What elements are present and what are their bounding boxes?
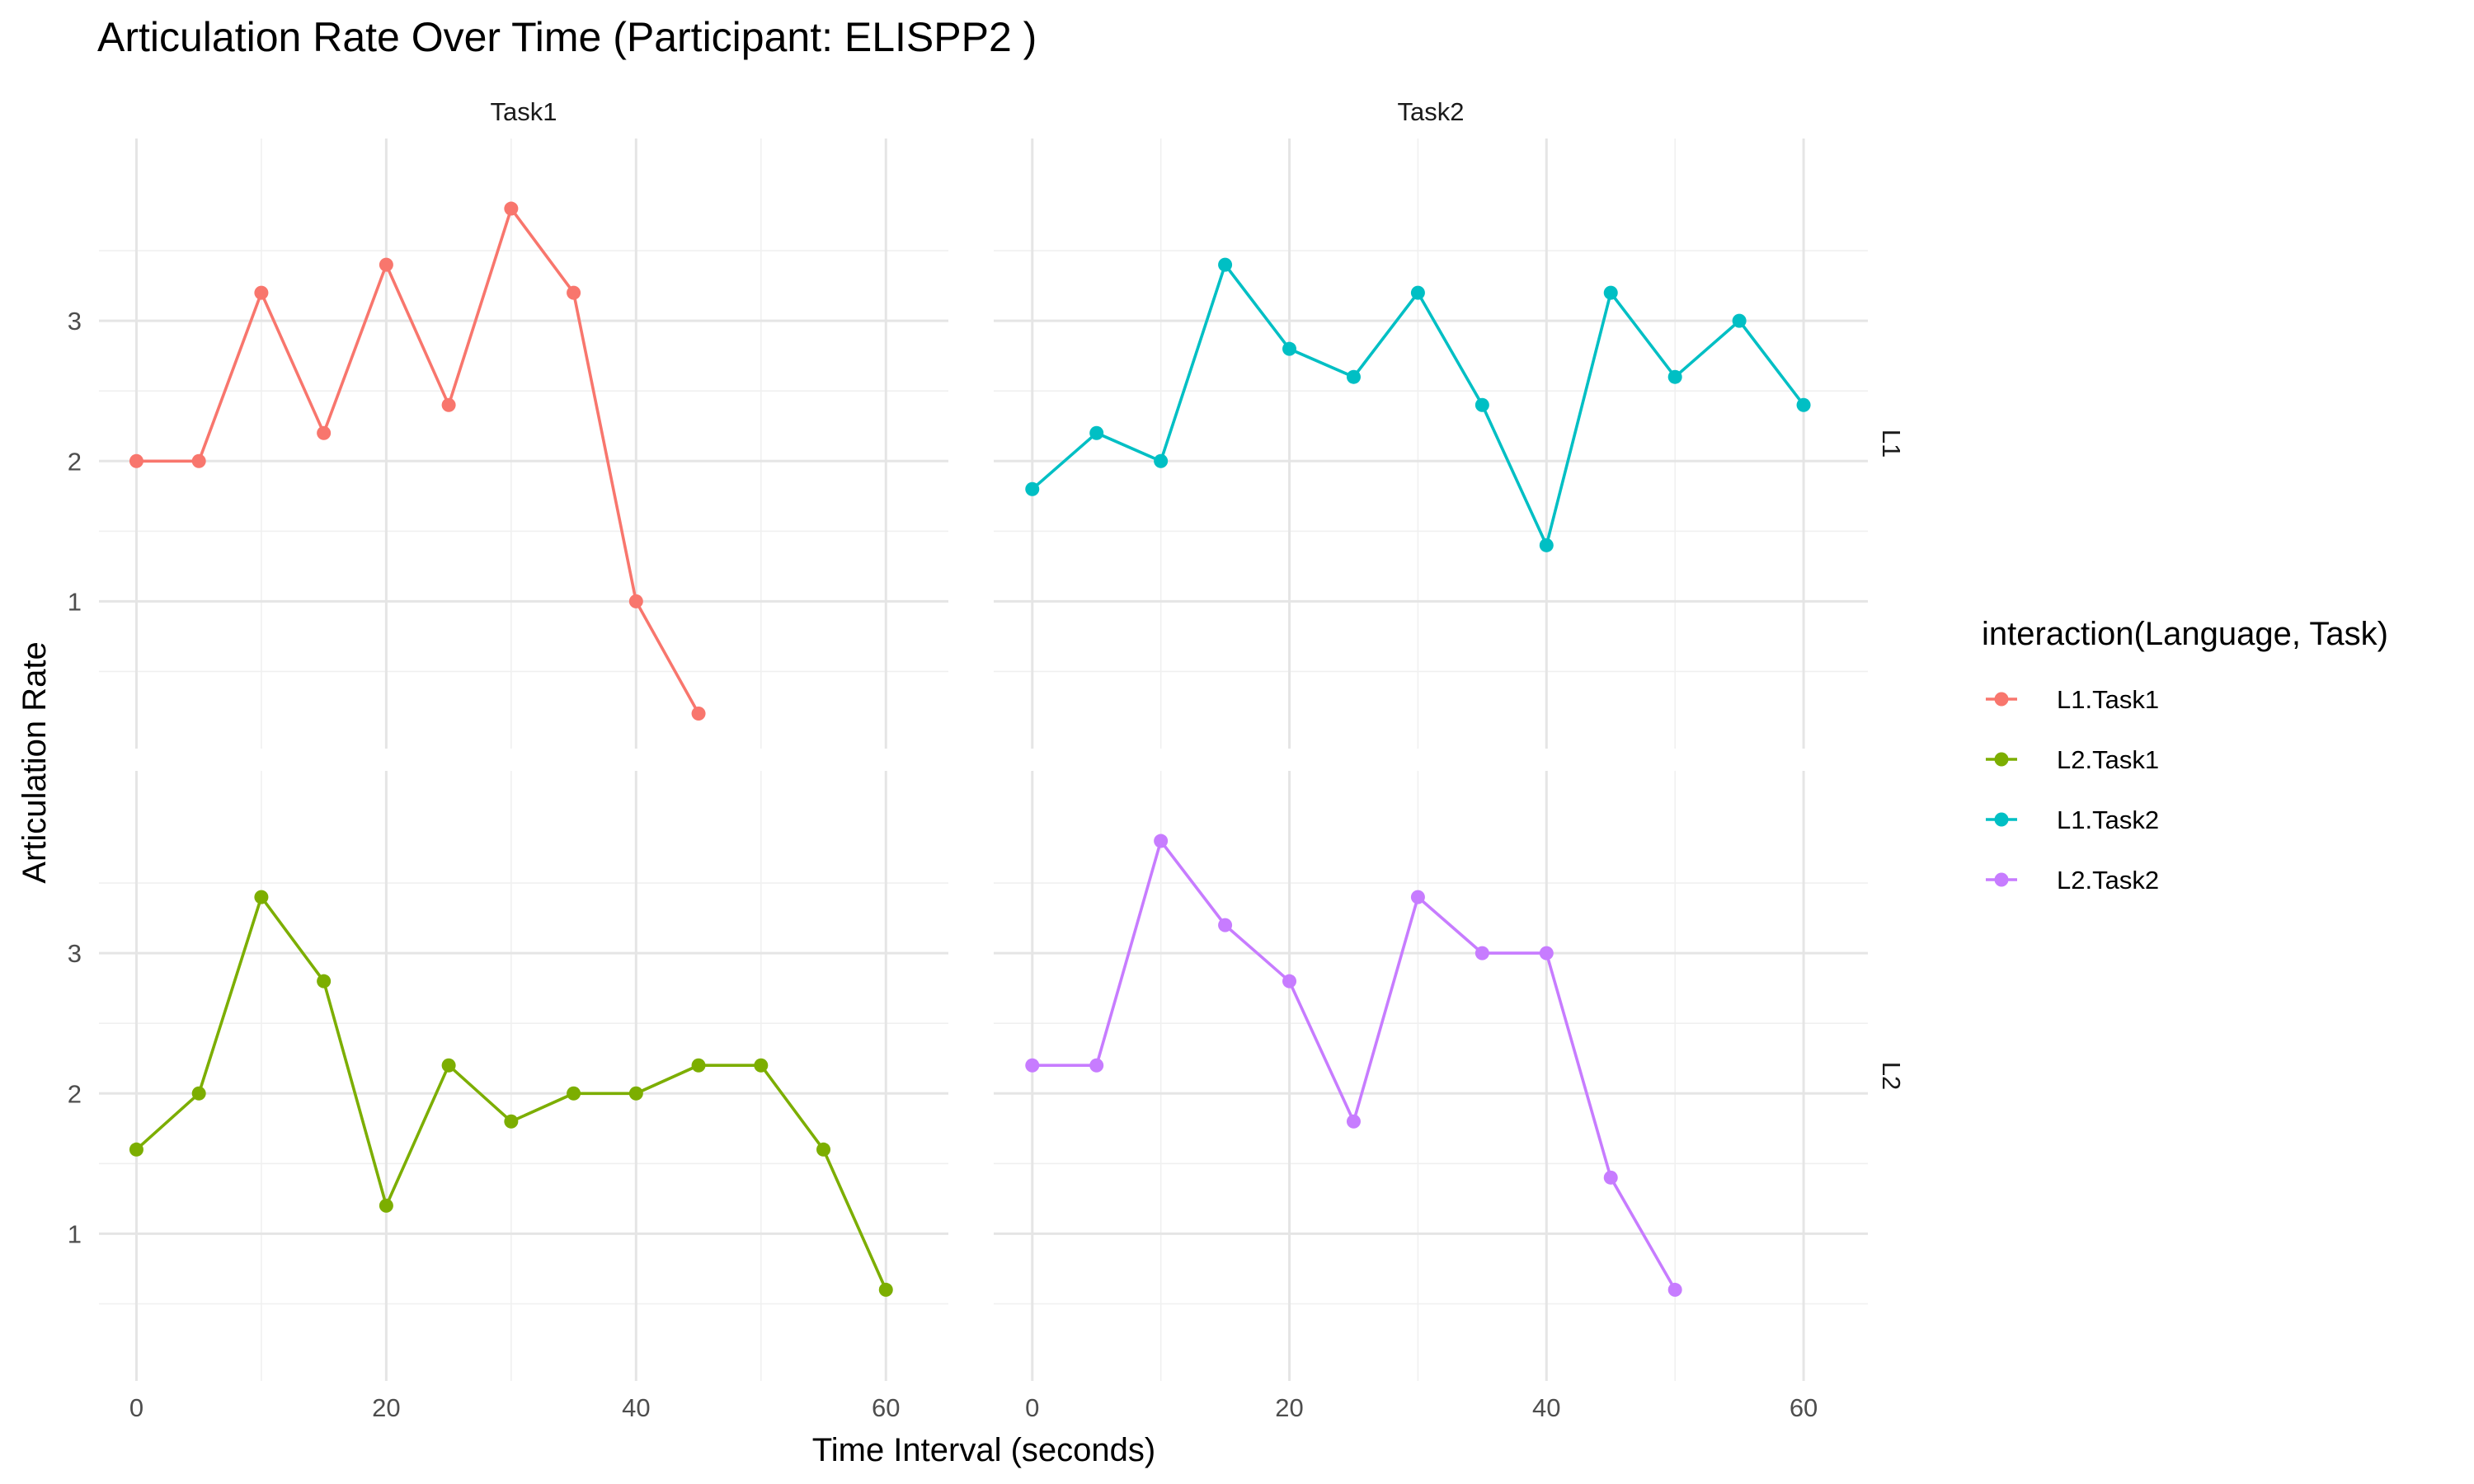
data-point (1346, 369, 1361, 384)
legend: interaction(Language, Task) L1.Task1 L2.T… (1982, 616, 2388, 895)
data-point (317, 974, 332, 989)
x-tick-label: 40 (622, 1393, 650, 1422)
data-point (1089, 425, 1104, 440)
legend-label: L1.Task1 (2057, 685, 2159, 714)
legend-label: L1.Task2 (2057, 805, 2159, 834)
data-point (878, 1282, 893, 1297)
legend-key-point (1994, 872, 2009, 887)
data-point (754, 1058, 769, 1073)
data-point (816, 1142, 831, 1157)
panel-L2-Task1 (99, 771, 948, 1381)
data-point (254, 890, 269, 904)
x-tick-label: 40 (1532, 1393, 1560, 1422)
x-tick-label: 0 (129, 1393, 143, 1422)
y-tick-label: 1 (68, 587, 82, 616)
data-point (191, 1086, 206, 1101)
panel-L1-Task1 (99, 139, 948, 749)
facet-strip-L2: L2 (1877, 1062, 1906, 1090)
data-point (379, 1198, 393, 1213)
x-tick-label: 60 (1790, 1393, 1818, 1422)
data-point (504, 1114, 519, 1129)
data-point (1539, 538, 1554, 552)
legend-entry-L1.Task1: L1.Task1 (1986, 685, 2159, 714)
facet-strip-Task2: Task2 (1398, 97, 1465, 126)
series-L1.Task2 (1025, 257, 1811, 552)
legend-key-point (1994, 752, 2009, 767)
data-point (1218, 257, 1233, 272)
data-point (1025, 481, 1040, 496)
data-point (254, 285, 269, 300)
data-point (1282, 341, 1297, 356)
legend-label: L2.Task1 (2057, 745, 2159, 774)
data-point (1025, 1058, 1040, 1073)
data-point (1603, 285, 1618, 300)
y-tick-label: 2 (68, 447, 82, 476)
facet-strip-L1: L1 (1877, 430, 1906, 458)
data-point (1282, 974, 1297, 989)
chart-title: Articulation Rate Over Time (Participant… (97, 14, 1037, 60)
data-point (317, 425, 332, 440)
data-point (1154, 834, 1169, 848)
legend-key-point (1994, 812, 2009, 827)
data-point (1346, 1114, 1361, 1129)
y-tick-label: 3 (68, 307, 82, 336)
data-point (1410, 285, 1425, 300)
series-L2.Task1 (129, 890, 893, 1297)
facet-strip-Task1: Task1 (491, 97, 557, 126)
data-point (1154, 453, 1169, 468)
legend-entry-L2.Task1: L2.Task1 (1986, 745, 2159, 774)
data-point (1667, 369, 1682, 384)
data-point (379, 257, 393, 272)
data-point (504, 201, 519, 216)
data-point (441, 397, 456, 412)
series-L1.Task1 (129, 201, 706, 721)
x-tick-label: 20 (1275, 1393, 1303, 1422)
x-tick-label: 60 (872, 1393, 900, 1422)
y-tick-label: 1 (68, 1219, 82, 1248)
panel-L2-Task2 (994, 771, 1868, 1381)
legend-entry-L1.Task2: L1.Task2 (1986, 805, 2159, 834)
data-point (441, 1058, 456, 1073)
data-point (691, 1058, 706, 1073)
facet-panels: Task1 Task2 L1 L2 1 2 3 1 2 3 0 20 40 60 0 20 40 60 (68, 97, 1906, 1422)
legend-title: interaction(Language, Task) (1982, 616, 2388, 652)
data-point (1603, 1170, 1618, 1185)
series-line (1032, 839, 1677, 1291)
x-tick-label: 20 (372, 1393, 400, 1422)
data-point (1475, 946, 1489, 960)
data-point (567, 1086, 581, 1101)
data-point (1796, 397, 1811, 412)
data-point (628, 594, 643, 608)
data-point (1089, 1058, 1104, 1073)
series-L2.Task2 (1025, 834, 1682, 1297)
data-point (1539, 946, 1554, 960)
data-point (567, 285, 581, 300)
data-point (129, 1142, 143, 1157)
data-point (1218, 918, 1233, 932)
x-tick-label: 0 (1025, 1393, 1039, 1422)
y-axis-title: Articulation Rate (16, 641, 53, 883)
x-axis-title: Time Interval (seconds) (812, 1432, 1155, 1468)
series-line (136, 207, 700, 715)
legend-label: L2.Task2 (2057, 866, 2159, 895)
legend-key-point (1994, 692, 2009, 707)
legend-entry-L2.Task2: L2.Task2 (1986, 866, 2159, 895)
y-tick-label: 2 (68, 1079, 82, 1108)
data-point (1732, 313, 1747, 328)
panel-L1-Task2 (994, 139, 1868, 749)
data-point (129, 453, 143, 468)
data-point (1410, 890, 1425, 904)
data-point (1475, 397, 1489, 412)
data-point (691, 706, 706, 721)
data-point (191, 453, 206, 468)
data-point (628, 1086, 643, 1101)
data-point (1667, 1282, 1682, 1297)
y-tick-label: 3 (68, 939, 82, 968)
